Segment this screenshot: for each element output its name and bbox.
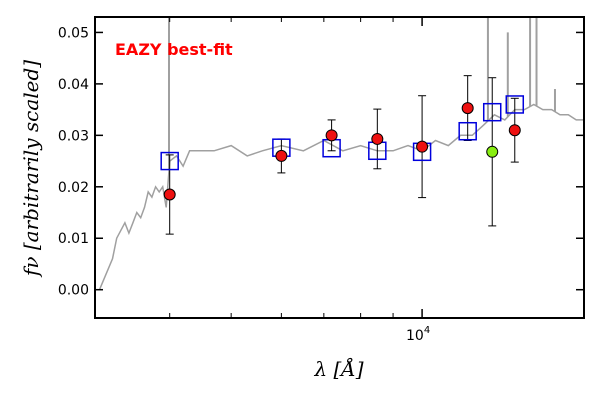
model-point [482,102,502,122]
observed-point [416,140,429,153]
observed-point [163,188,176,201]
observed-point [461,102,474,115]
y-axis-label: fν [arbitrarily scaled] [19,60,43,278]
observed-point [371,132,384,145]
y-tick-label: 0.04 [58,77,89,93]
observed-point [508,124,521,137]
model-point [160,151,179,171]
observed-point [325,129,338,142]
observed-point [486,145,499,158]
y-tick-label: 0.03 [58,128,89,144]
observed-point [275,149,288,162]
y-tick-label: 0.05 [58,25,89,41]
y-tick-label: 0.01 [58,231,89,247]
observed-layer [163,102,521,201]
annotation-label: EAZY best-fit [115,40,233,59]
model-point [505,95,525,114]
y-tick-label: 0.02 [58,180,89,196]
model-point [458,121,477,141]
x-tick-exponent: 4 [424,325,430,336]
plot-frame [94,16,585,319]
y-axis-label-group: fν [arbitrarily scaled] [19,60,43,278]
y-tick-label: 0.00 [58,283,89,299]
x-axis-label: λ [Å] [313,356,363,381]
